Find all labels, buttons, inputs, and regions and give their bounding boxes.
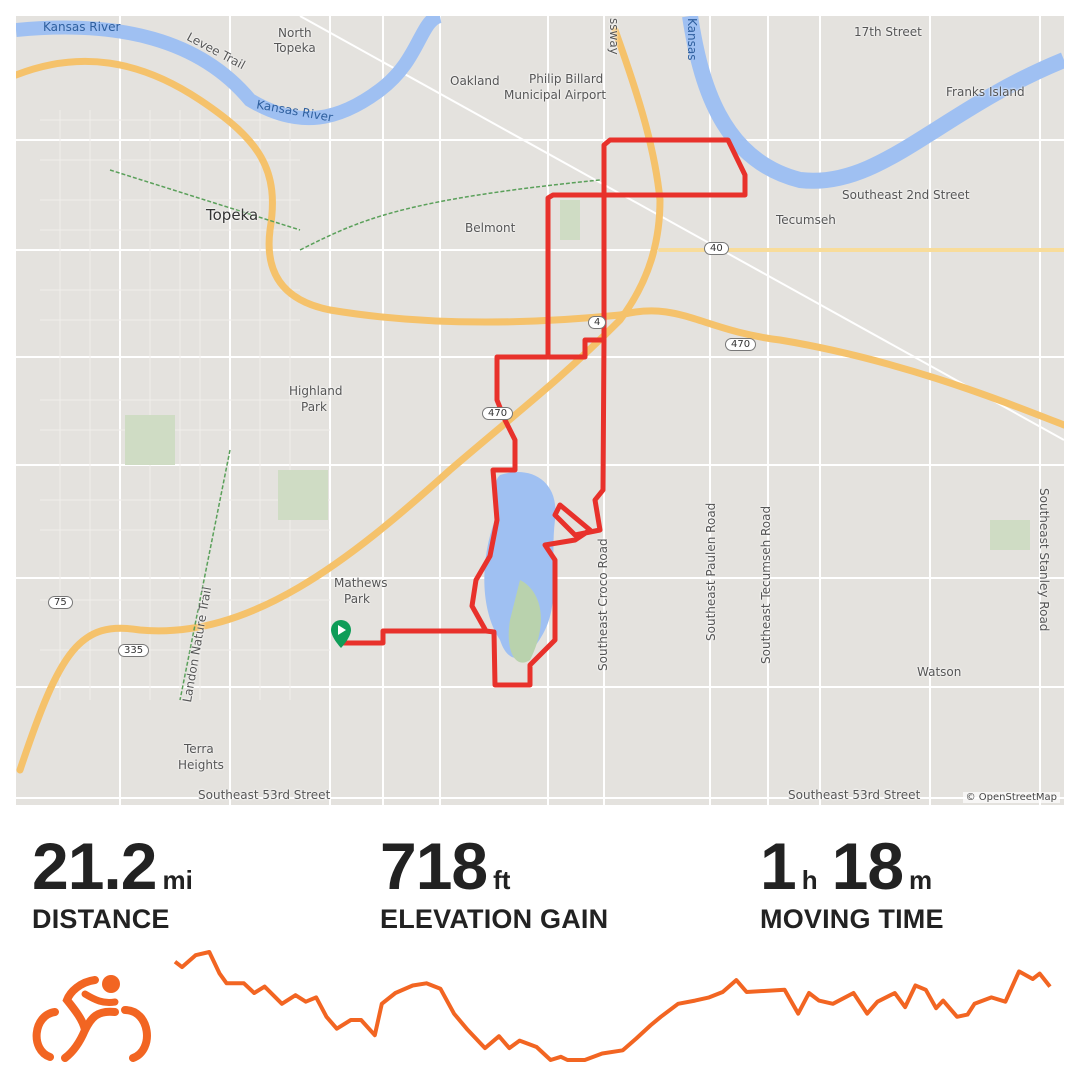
map-label: Southeast 53rd Street xyxy=(198,788,331,802)
map-label: Park xyxy=(301,400,327,414)
parks xyxy=(125,200,1030,550)
map-label: Southeast Croco Road xyxy=(596,538,610,671)
elevation-profile-chart xyxy=(173,950,1052,1062)
route-shield: 335 xyxy=(118,644,150,657)
start-marker[interactable] xyxy=(331,620,351,648)
map-label: North xyxy=(278,26,312,40)
route-shield: 470 xyxy=(482,407,514,420)
elevation-value: 718 xyxy=(380,829,488,903)
map-label: Kansas xyxy=(685,18,699,61)
map-attribution[interactable]: © OpenStreetMap xyxy=(962,792,1060,803)
minutes-unit: m xyxy=(909,865,933,895)
street-grid xyxy=(16,16,1064,805)
map-label: Highland xyxy=(289,384,343,398)
hours-unit: h xyxy=(801,865,818,895)
elevation-label: ELEVATION GAIN xyxy=(380,904,609,934)
map-label: ssway xyxy=(607,18,621,55)
route-shield: 470 xyxy=(725,338,757,351)
map-label: Belmont xyxy=(465,221,516,235)
map-label: Southeast 53rd Street xyxy=(788,788,921,802)
distance-label: DISTANCE xyxy=(32,904,170,934)
cyclist-icon xyxy=(32,975,151,1062)
map-label: Kansas River xyxy=(43,20,121,34)
distance-stat: 21.2 mi DISTANCE xyxy=(32,828,207,934)
residential-streets xyxy=(40,110,330,700)
map-label: Watson xyxy=(917,665,962,679)
map-label: Municipal Airport xyxy=(504,88,607,102)
kansas-river-east xyxy=(682,16,1064,189)
map-label: Southeast Tecumseh Road xyxy=(759,505,773,664)
elevation-profile-line xyxy=(173,950,1052,1062)
minutes-value: 18 xyxy=(831,829,904,903)
map-label: 17th Street xyxy=(854,25,922,39)
route-line xyxy=(343,137,748,688)
map-label: Southeast 2nd Street xyxy=(842,188,970,202)
map-label: Philip Billard xyxy=(529,72,604,86)
map-label: Oakland xyxy=(450,74,500,88)
hours-value: 1 xyxy=(760,829,797,903)
map-label: Southeast Paulen Road xyxy=(704,502,718,641)
moving-time-label: MOVING TIME xyxy=(760,904,944,934)
moving-time-stat: 1 h 18 m MOVING TIME xyxy=(760,828,946,934)
map-label: Heights xyxy=(178,758,224,772)
map-label: Tecumseh xyxy=(776,213,836,227)
route-shield: 4 xyxy=(588,316,607,329)
kansas-river xyxy=(16,16,443,126)
distance-unit: mi xyxy=(162,865,193,895)
map-label: Mathews xyxy=(334,576,388,590)
map-canvas xyxy=(16,16,1064,805)
map-label: Southeast Stanley Road xyxy=(1037,488,1051,632)
map-label: Park xyxy=(344,592,370,606)
route-map[interactable]: Kansas River Levee Trail North Topeka Oa… xyxy=(16,16,1064,805)
map-label: Topeka xyxy=(206,206,259,224)
map-label: Terra xyxy=(184,742,214,756)
map-label: Topeka xyxy=(274,41,316,55)
elevation-stat: 718 ft ELEVATION GAIN xyxy=(380,828,608,934)
map-label: Franks Island xyxy=(946,85,1025,99)
trails xyxy=(109,169,601,701)
route-shield: 40 xyxy=(704,242,729,255)
distance-value: 21.2 xyxy=(32,829,157,903)
elevation-unit: ft xyxy=(493,865,511,895)
route-shield: 75 xyxy=(48,596,73,609)
